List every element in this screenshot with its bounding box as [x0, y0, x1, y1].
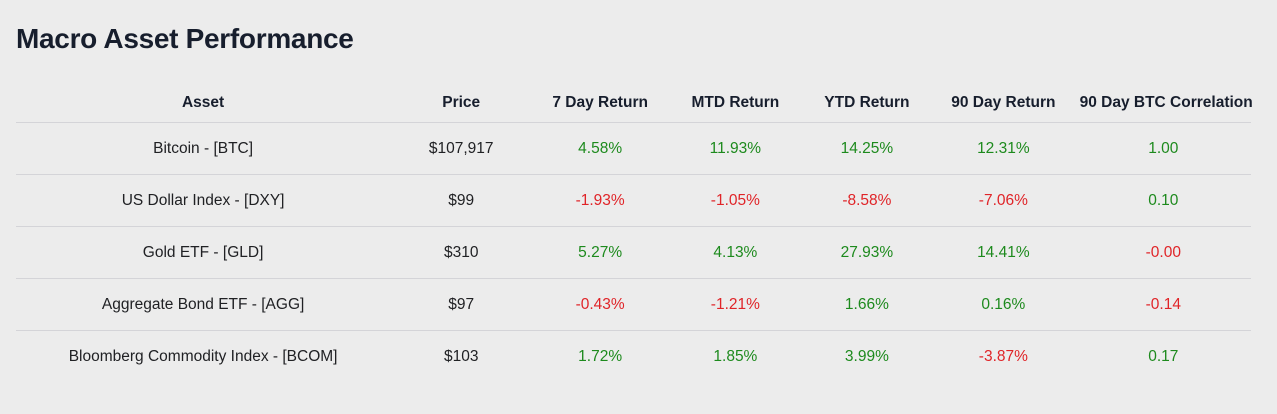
- table-header-row: Asset Price 7 Day Return MTD Return YTD …: [16, 82, 1253, 123]
- cell-return_7d: 5.27%: [532, 226, 669, 279]
- cell-return_7d: -1.93%: [532, 174, 669, 227]
- cell-return_7d: 1.72%: [578, 347, 623, 365]
- cell-return_ytd: -8.58%: [802, 174, 932, 227]
- cell-btc_correlation_90d: 0.17: [1148, 347, 1179, 365]
- cell-return_7d: -0.43%: [532, 278, 669, 331]
- cell-return_90d: -3.87%: [978, 347, 1028, 365]
- cell-return_ytd: 27.93%: [802, 226, 932, 279]
- column-header-price: Price: [390, 82, 533, 123]
- cell-return_mtd: -1.21%: [668, 278, 803, 331]
- cell-return_90d: 14.41%: [931, 226, 1076, 279]
- table-row: Aggregate Bond ETF - [AGG] $97 -0.43% -1.21…: [16, 278, 1251, 331]
- cell-price: $97: [390, 278, 533, 331]
- table-row: US Dollar Index - [DXY] $99 -1.93% -1.05% -8…: [16, 174, 1251, 227]
- cell-return_90d: 0.16%: [931, 278, 1076, 331]
- cell-return_ytd: 14.25%: [802, 122, 932, 175]
- cell-return_7d: 4.58%: [532, 122, 669, 175]
- cell-asset: Bitcoin - [BTC]: [16, 122, 391, 175]
- table-row: Gold ETF - [GLD] $310 5.27% 4.13% 27.93% 14.4…: [16, 226, 1251, 279]
- cell-return_mtd: 4.13%: [668, 226, 803, 279]
- column-header-7-day-return: 7 Day Return: [532, 82, 669, 123]
- cell-price: $99: [390, 174, 533, 227]
- cell-asset: Gold ETF - [GLD]: [16, 226, 391, 279]
- cell-asset: Bloomberg Commodity Index - [BCOM]: [68, 347, 338, 365]
- cell-return_mtd: 11.93%: [668, 122, 803, 175]
- table-row: Bloomberg Commodity Index - [BCOM] $103 1.…: [16, 331, 1251, 383]
- column-header-90-day-return: 90 Day Return: [931, 82, 1076, 123]
- cell-return_ytd: 1.66%: [802, 278, 932, 331]
- column-header-90-day-btc-correlation: 90 Day BTC Correlation: [1075, 82, 1253, 123]
- page-title: Macro Asset Performance: [16, 23, 354, 54]
- cell-return_90d: -7.06%: [931, 174, 1076, 227]
- cell-btc_correlation_90d: 0.10: [1075, 174, 1251, 227]
- cell-price: $107,917: [390, 122, 533, 175]
- cell-asset: US Dollar Index - [DXY]: [16, 174, 391, 227]
- cell-btc_correlation_90d: -0.00: [1075, 226, 1251, 279]
- column-header-ytd-return: YTD Return: [802, 82, 932, 123]
- cell-return_ytd: 3.99%: [844, 347, 889, 365]
- column-header-asset: Asset: [16, 82, 391, 123]
- cell-price: $310: [390, 226, 533, 279]
- cell-asset: Aggregate Bond ETF - [AGG]: [16, 278, 391, 331]
- cell-return_90d: 12.31%: [931, 122, 1076, 175]
- table-body: Bitcoin - [BTC] $107,917 4.58% 11.93% 14.25%…: [16, 122, 1251, 383]
- cell-return_mtd: 1.85%: [713, 347, 758, 365]
- column-header-mtd-return: MTD Return: [668, 82, 803, 123]
- asset-performance-table: Asset Price 7 Day Return MTD Return YTD …: [16, 82, 1253, 383]
- cell-btc_correlation_90d: 1.00: [1075, 122, 1251, 175]
- table-row: Bitcoin - [BTC] $107,917 4.58% 11.93% 14.25%…: [16, 122, 1251, 175]
- cell-btc_correlation_90d: -0.14: [1075, 278, 1251, 331]
- cell-return_mtd: -1.05%: [668, 174, 803, 227]
- cell-price: $103: [443, 347, 479, 365]
